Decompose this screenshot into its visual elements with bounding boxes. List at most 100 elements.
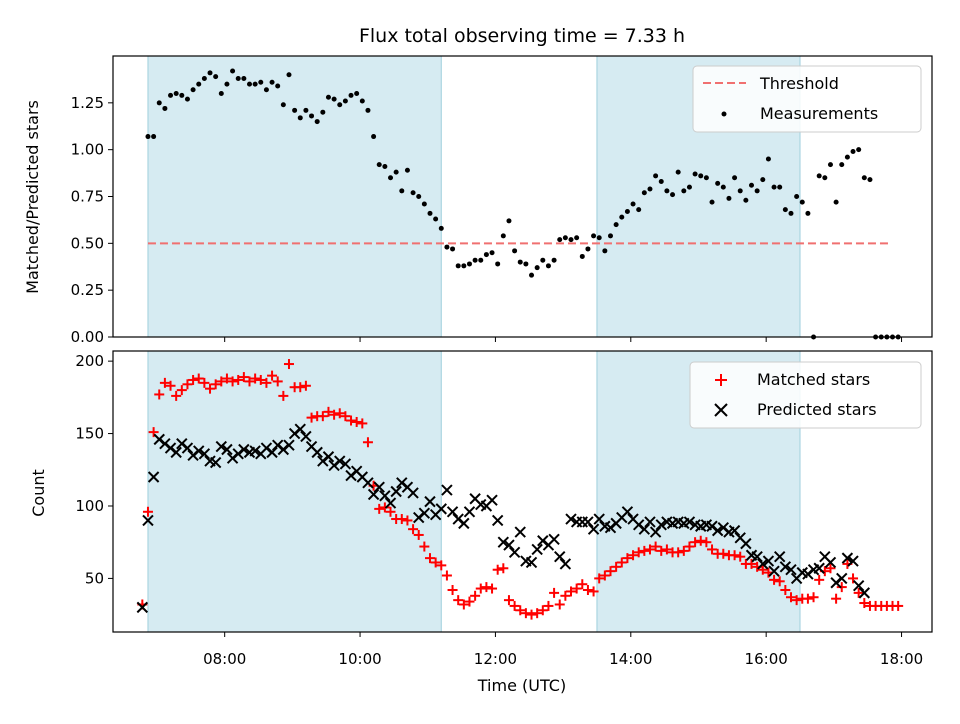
measurement-point bbox=[421, 201, 427, 207]
predicted-star-point bbox=[486, 494, 498, 506]
predicted-star-point bbox=[249, 445, 261, 457]
matched-star-point bbox=[458, 599, 469, 610]
measurement-point bbox=[162, 105, 168, 111]
measurement-point bbox=[348, 92, 354, 98]
measurement-point bbox=[275, 83, 281, 89]
predicted-star-point bbox=[136, 601, 149, 614]
matched-star-point bbox=[340, 411, 351, 422]
matched-star-point bbox=[566, 586, 577, 597]
matched-star-point bbox=[470, 590, 481, 601]
matched-star-point bbox=[216, 376, 227, 387]
matched-star-point bbox=[329, 409, 340, 420]
measurement-point bbox=[777, 184, 783, 190]
matched-star-point bbox=[785, 592, 796, 603]
matched-star-point bbox=[757, 564, 768, 575]
matched-star-point bbox=[678, 545, 689, 556]
matched-star-point bbox=[492, 564, 503, 575]
predicted-star-point bbox=[458, 517, 470, 530]
measurement-point bbox=[382, 164, 388, 170]
matched-star-point bbox=[261, 377, 272, 388]
predicted-star-point bbox=[147, 471, 160, 483]
matched-star-point bbox=[673, 547, 684, 558]
measurement-point bbox=[297, 115, 303, 121]
matched-star-point bbox=[814, 574, 825, 585]
measurement-point bbox=[168, 92, 174, 98]
top-shaded-interval bbox=[147, 55, 442, 338]
measurement-point bbox=[624, 208, 630, 214]
predicted-star-point bbox=[418, 507, 431, 519]
top-y-tick-label: 0.75 bbox=[71, 188, 104, 206]
bottom-x-axis-label: Time (UTC) bbox=[477, 676, 566, 695]
measurement-point bbox=[833, 199, 839, 205]
shaded-intervals bbox=[147, 55, 801, 633]
predicted-star-point bbox=[170, 446, 182, 459]
x-tick-label: 08:00 bbox=[203, 650, 246, 668]
axis-ticks: 0.00 0.25 0.50 0.75 1.00 1.25 50 100 150 200 08:00… bbox=[71, 94, 924, 668]
measurement-point bbox=[579, 253, 585, 259]
measurement-point bbox=[320, 109, 326, 115]
bottom-legend: Matched stars Predicted stars bbox=[689, 361, 922, 429]
measurement-point bbox=[213, 74, 219, 80]
predicted-star-point bbox=[554, 550, 566, 563]
measurement-point bbox=[483, 252, 489, 258]
threshold-legend-label: Threshold bbox=[759, 74, 839, 93]
matched-star-point bbox=[244, 376, 255, 387]
measurement-point bbox=[630, 201, 636, 207]
measurement-point bbox=[647, 186, 653, 192]
measurement-point bbox=[365, 107, 371, 113]
matched-stars-legend-swatch bbox=[715, 374, 727, 386]
matched-star-point bbox=[142, 506, 153, 517]
measurement-point bbox=[788, 210, 794, 216]
measurement-point bbox=[749, 182, 755, 188]
matched-star-point bbox=[346, 415, 357, 426]
measurement-point bbox=[433, 216, 439, 222]
matched-star-point bbox=[639, 545, 650, 556]
top-chart-title: Flux total observing time = 7.33 h bbox=[359, 25, 685, 47]
predicted-star-point bbox=[193, 445, 205, 457]
bottom-y-tick-label: 100 bbox=[75, 497, 104, 515]
matched-star-point bbox=[594, 573, 605, 584]
matched-star-point bbox=[853, 587, 864, 598]
matched-star-point bbox=[611, 561, 622, 572]
matched-star-point bbox=[656, 545, 667, 556]
matched-star-point bbox=[780, 584, 791, 595]
predicted-star-point bbox=[209, 456, 222, 469]
matched-star-point bbox=[560, 590, 571, 601]
predicted-star-point bbox=[813, 562, 825, 574]
predicted-star-point bbox=[266, 446, 278, 459]
measurement-point bbox=[500, 233, 506, 239]
matched-star-point bbox=[357, 418, 368, 429]
measurement-point bbox=[427, 210, 433, 216]
predicted-star-point bbox=[824, 556, 837, 569]
matched-star-point bbox=[893, 600, 904, 611]
matched-star-point bbox=[413, 529, 424, 540]
measurement-point bbox=[545, 263, 551, 269]
measurement-point bbox=[703, 175, 709, 181]
measurement-point bbox=[280, 102, 286, 108]
matched-star-point bbox=[487, 583, 498, 594]
measurement-point bbox=[263, 87, 269, 93]
measurement-point bbox=[534, 265, 540, 271]
predicted-star-point bbox=[384, 497, 397, 509]
measurement-point bbox=[371, 134, 377, 140]
measurement-point bbox=[472, 257, 478, 263]
measurement-point bbox=[466, 261, 472, 267]
predicted-star-point bbox=[362, 477, 374, 489]
measurement-point bbox=[890, 334, 896, 340]
predicted-star-point bbox=[390, 485, 402, 498]
matched-star-point bbox=[543, 600, 554, 611]
matched-star-point bbox=[159, 377, 170, 388]
predicted-star-point bbox=[339, 458, 352, 470]
predicted-star-point bbox=[491, 514, 504, 527]
matched-star-point bbox=[520, 608, 531, 619]
predicted-star-point bbox=[773, 550, 786, 563]
measurement-point bbox=[201, 75, 207, 81]
predicted-stars-legend-label: Predicted stars bbox=[757, 400, 877, 419]
matched-star-point bbox=[650, 541, 661, 552]
matched-star-point bbox=[188, 374, 199, 385]
x-tick-label: 10:00 bbox=[338, 650, 381, 668]
measurement-point bbox=[258, 79, 264, 85]
matched-star-point bbox=[436, 560, 447, 571]
predicted-star-point bbox=[497, 536, 510, 548]
